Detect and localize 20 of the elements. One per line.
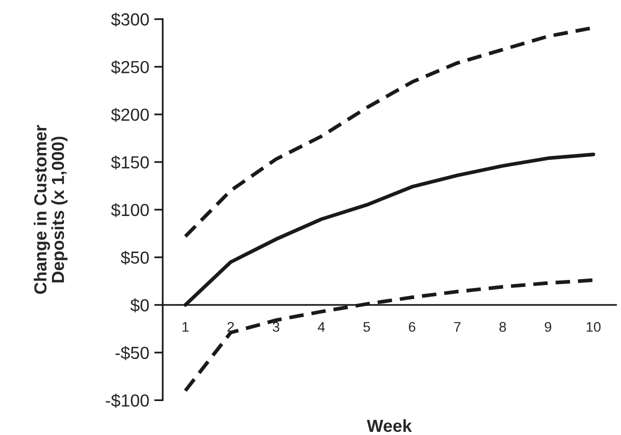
- x-tick-label: 10: [586, 322, 601, 332]
- x-tick-label: 1: [182, 322, 189, 332]
- y-axis-title: Change in Customer Deposits (x 1,000): [34, 125, 68, 294]
- x-tick-label: 5: [363, 322, 370, 332]
- y-tick-label: $50: [120, 250, 149, 265]
- x-tick-label: 4: [318, 322, 325, 332]
- y-tick-label: $0: [130, 298, 149, 312]
- x-axis-title: Week: [366, 419, 412, 432]
- y-tick-label: $300: [111, 12, 149, 27]
- x-tick-label: 3: [272, 322, 280, 332]
- x-tick-label: 6: [408, 322, 416, 332]
- y-tick-label: $150: [111, 155, 149, 170]
- y-tick-label: -$100: [106, 394, 149, 408]
- y-tick-label: $100: [111, 203, 149, 218]
- x-tick-label: 9: [544, 322, 552, 332]
- y-tick-label: $250: [111, 60, 149, 74]
- x-tick-label: 7: [454, 322, 461, 332]
- x-tick-label: 8: [499, 322, 506, 332]
- y-tick-label: $200: [111, 108, 149, 122]
- y-tick-label: -$50: [116, 346, 149, 360]
